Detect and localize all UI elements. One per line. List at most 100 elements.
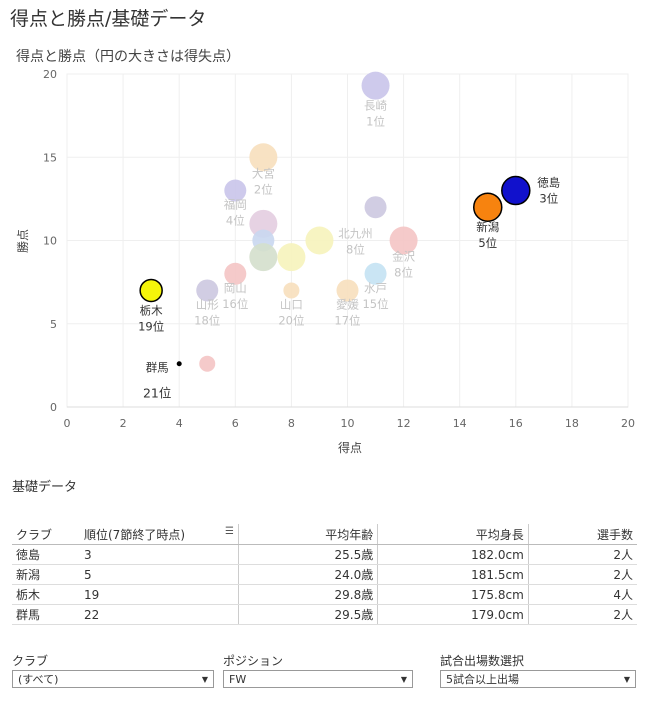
point-name-label: 山口 <box>280 297 303 311</box>
table-row: 群馬 22 29.5歳 179.0cm 2人 <box>12 604 637 625</box>
data-point-faded[interactable] <box>336 279 359 302</box>
data-point-faded[interactable] <box>196 279 219 302</box>
data-point-faded[interactable] <box>305 226 334 255</box>
cell-height: 179.0cm <box>377 604 529 625</box>
point-rank-label: 1位 <box>366 115 385 129</box>
data-point-faded[interactable] <box>364 262 387 285</box>
point-name-label: 水戸 <box>364 281 387 295</box>
dropdown-arrow-icon[interactable]: ▼ <box>201 674 208 684</box>
cell-height: 181.5cm <box>377 564 529 585</box>
cell-rank: 22 <box>80 604 239 625</box>
point-rank-label: 20位 <box>278 313 304 327</box>
cell-rank: 19 <box>80 584 239 605</box>
cell-rank: 5 <box>80 564 239 585</box>
cell-players: 2人 <box>528 604 637 625</box>
col-rank-label: 順位(7節終了時点) <box>84 527 185 542</box>
cell-age: 29.5歳 <box>238 604 379 625</box>
x-tick-label: 6 <box>232 417 239 430</box>
point-rank-label: 8位 <box>346 243 365 257</box>
point-rank-label: 4位 <box>226 214 245 228</box>
y-tick-label: 10 <box>43 235 57 248</box>
data-point-faded[interactable] <box>224 179 247 202</box>
dropdown-arrow-icon[interactable]: ▼ <box>400 674 407 684</box>
data-point-faded[interactable] <box>364 196 387 219</box>
filter-club-value: (すべて) <box>18 673 59 686</box>
point-name-label: 新潟 <box>476 220 499 234</box>
point-name-label: 岡山 <box>224 281 247 295</box>
point-rank-label: 17位 <box>334 313 360 327</box>
data-point-faded[interactable] <box>277 243 306 272</box>
y-tick-label: 0 <box>50 401 57 414</box>
col-age[interactable]: 平均年齢 <box>238 524 379 545</box>
cell-club: 徳島 <box>12 544 80 565</box>
x-tick-label: 4 <box>176 417 183 430</box>
cell-players: 4人 <box>528 584 637 605</box>
point-name-label: 栃木 <box>140 303 163 317</box>
point-rank-label: 3位 <box>539 192 558 206</box>
filter-matches: 試合出場数選択 5試合以上出場 ▼ <box>440 652 636 688</box>
data-point-highlight[interactable] <box>473 192 503 222</box>
basic-data-title: 基礎データ <box>12 480 78 495</box>
data-point-faded[interactable] <box>389 226 418 255</box>
cell-players: 2人 <box>528 544 637 565</box>
dropdown-arrow-icon[interactable]: ▼ <box>623 674 630 684</box>
point-rank-label: 21位 <box>143 386 171 401</box>
x-tick-label: 12 <box>397 417 411 430</box>
page-title: 得点と勝点/基礎データ <box>10 8 207 30</box>
filter-position-label: ポジション <box>223 654 284 668</box>
table-row: 徳島 3 25.5歳 182.0cm 2人 <box>12 544 637 565</box>
cell-club: 新潟 <box>12 564 80 585</box>
col-players[interactable]: 選手数 <box>528 524 637 545</box>
x-axis-label: 得点 <box>338 440 362 455</box>
filter-position-value: FW <box>229 672 247 686</box>
x-tick-label: 10 <box>341 417 355 430</box>
table-header-row: クラブ 順位(7節終了時点) ☰ 平均年齢 平均身長 選手数 <box>12 524 637 545</box>
filter-club-select[interactable]: (すべて) ▼ <box>12 670 214 688</box>
point-rank-label: 16位 <box>222 297 248 311</box>
point-rank-label: 18位 <box>194 313 220 327</box>
col-club[interactable]: クラブ <box>12 524 80 545</box>
col-rank[interactable]: 順位(7節終了時点) ☰ <box>80 524 239 545</box>
filter-matches-label: 試合出場数選択 <box>440 654 525 668</box>
cell-height: 182.0cm <box>377 544 529 565</box>
point-name-label: 群馬 <box>146 361 169 375</box>
table-row: 新潟 5 24.0歳 181.5cm 2人 <box>12 564 637 585</box>
data-point-highlight[interactable] <box>176 361 182 367</box>
data-point-faded[interactable] <box>361 71 390 100</box>
y-tick-label: 5 <box>50 318 57 331</box>
data-point-highlight[interactable] <box>139 278 163 303</box>
cell-rank: 3 <box>80 544 239 565</box>
data-point-faded[interactable] <box>249 209 278 238</box>
sort-icon[interactable]: ☰ <box>225 525 234 537</box>
cell-club: 栃木 <box>12 584 80 605</box>
x-tick-label: 18 <box>565 417 579 430</box>
x-tick-label: 20 <box>621 417 635 430</box>
data-point-faded[interactable] <box>224 262 247 285</box>
cell-age: 29.8歳 <box>238 584 379 605</box>
point-rank-label: 15位 <box>362 297 388 311</box>
point-name-label: 金沢 <box>392 250 415 264</box>
point-name-label: 北九州 <box>338 227 373 241</box>
y-tick-label: 15 <box>43 151 57 164</box>
filter-matches-value: 5試合以上出場 <box>446 673 519 686</box>
basic-data-table: クラブ 順位(7節終了時点) ☰ 平均年齢 平均身長 選手数 徳島 3 25.5歳… <box>12 524 637 625</box>
y-axis-label: 勝点 <box>15 229 30 253</box>
x-tick-label: 2 <box>120 417 127 430</box>
data-point-faded[interactable] <box>199 355 216 372</box>
cell-age: 24.0歳 <box>238 564 379 585</box>
col-height[interactable]: 平均身長 <box>377 524 529 545</box>
cell-club: 群馬 <box>12 604 80 625</box>
filter-position-select[interactable]: FW ▼ <box>223 670 413 688</box>
point-rank-label: 5位 <box>478 236 497 250</box>
data-point-faded[interactable] <box>249 243 278 272</box>
point-name-label: 長崎 <box>364 99 387 113</box>
data-point-faded[interactable] <box>249 143 278 172</box>
cell-height: 175.8cm <box>377 584 529 605</box>
data-point-faded[interactable] <box>283 282 300 299</box>
data-point-highlight[interactable] <box>501 175 531 206</box>
x-tick-label: 16 <box>509 417 523 430</box>
filter-matches-select[interactable]: 5試合以上出場 ▼ <box>440 670 636 688</box>
x-tick-label: 8 <box>288 417 295 430</box>
point-rank-label: 2位 <box>254 182 273 196</box>
x-tick-label: 0 <box>64 417 71 430</box>
